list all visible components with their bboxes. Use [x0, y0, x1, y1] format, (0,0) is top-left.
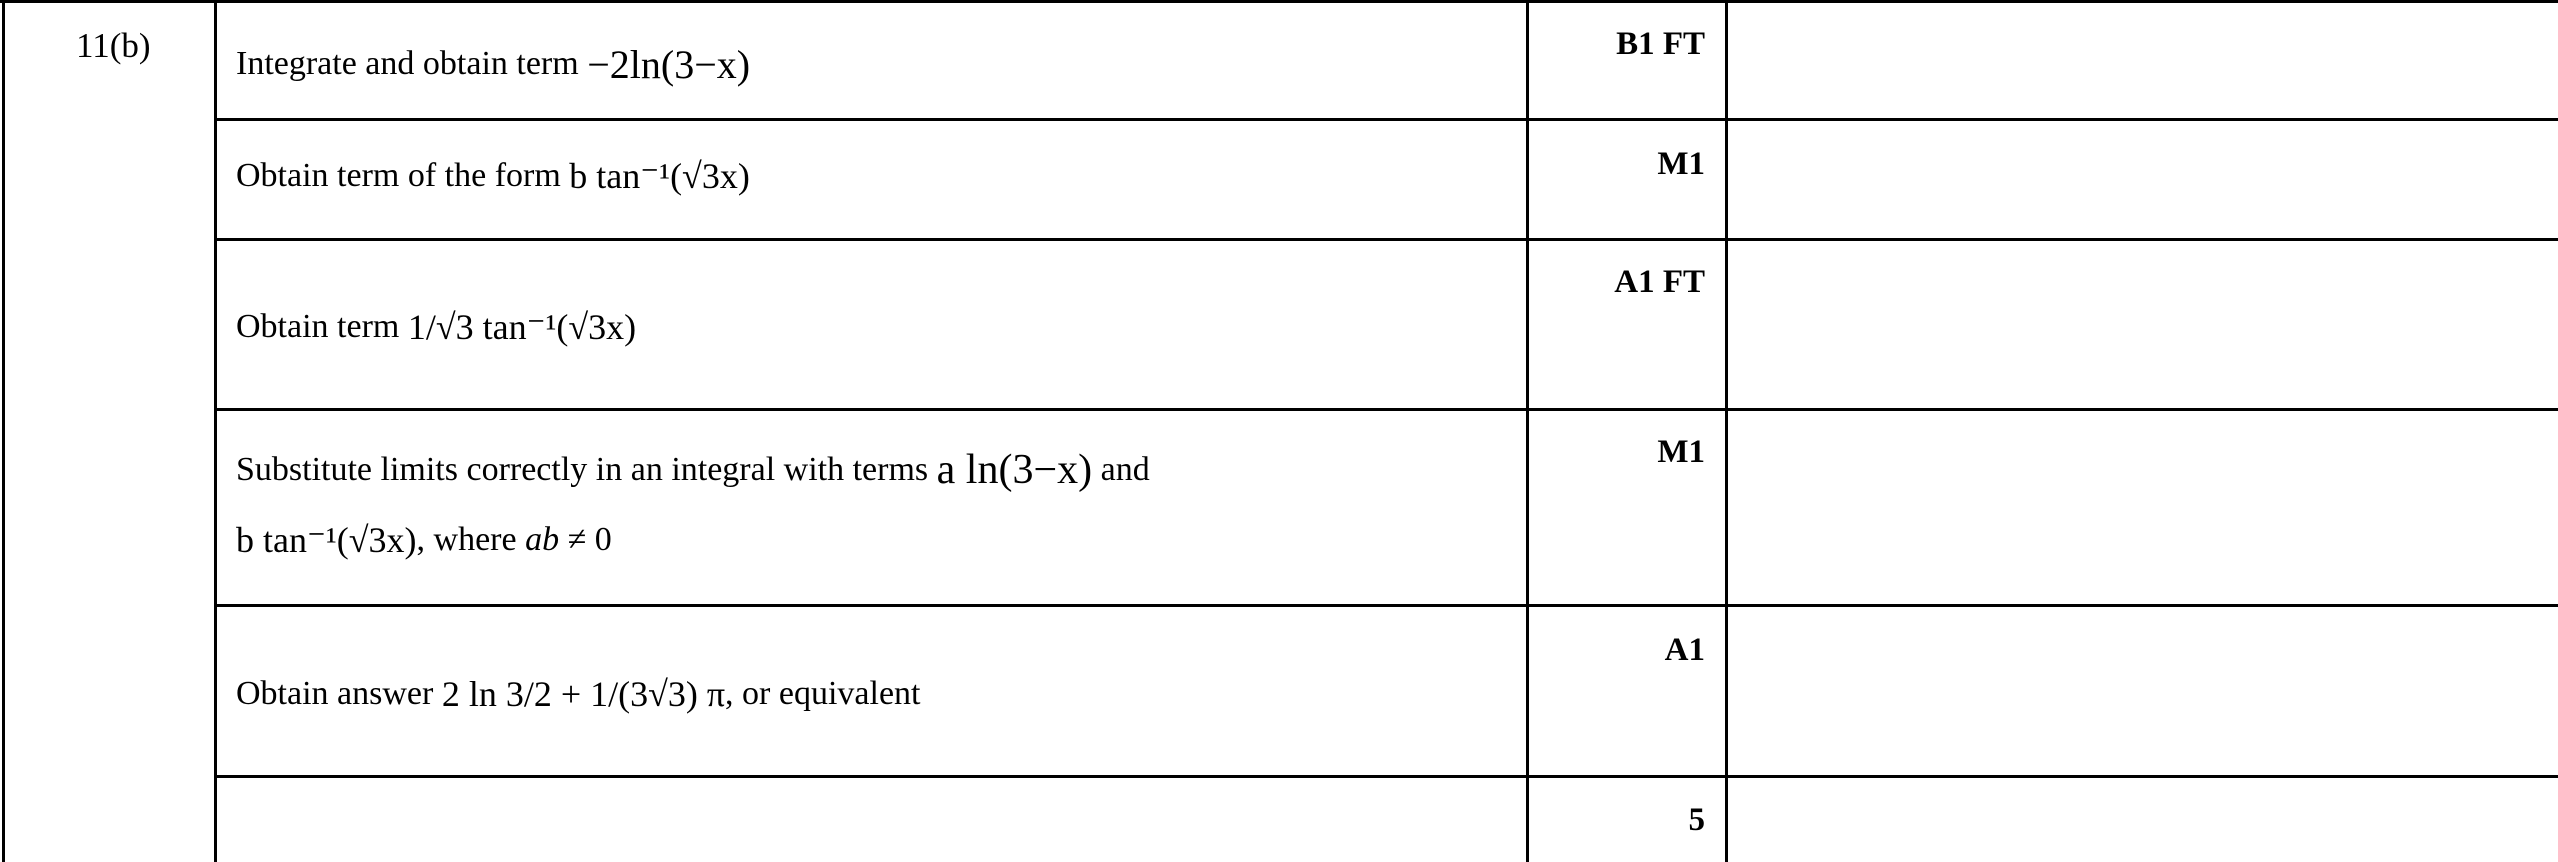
math-expression: 2 ln 3/2 + 1/(3√3) π [441, 674, 726, 714]
answer-row-3: Obtain term 1/√3 tan⁻¹(√3x) [236, 268, 636, 386]
mark-row-5: A1 [1664, 632, 1705, 668]
column-divider-answer [1526, 0, 1529, 862]
question-number: 11(b) [76, 26, 151, 65]
column-divider-marks [1725, 0, 1728, 862]
math-expression: −2ln(3−x) [587, 41, 751, 87]
total-marks: 5 [1688, 802, 1706, 838]
answer-text: Obtain answer [236, 675, 434, 712]
mark-row-4: M1 [1657, 434, 1705, 470]
answer-row-4-line-1: Substitute limits correctly in an integr… [236, 440, 1150, 500]
answer-text: Obtain term [236, 308, 400, 345]
math-ab: ab [525, 521, 560, 558]
math-expression: b tan⁻¹(√3x) [569, 156, 750, 196]
math-expression: a ln(3−x) [936, 447, 1093, 493]
answer-text: , or equivalent [725, 675, 921, 712]
row-divider [214, 238, 2558, 241]
answer-row-2: Obtain term of the form b tan⁻¹(√3x) [236, 146, 750, 206]
mark-row-3: A1 FT [1614, 264, 1705, 300]
column-divider-question [214, 0, 217, 862]
answer-text: Obtain term of the form [236, 157, 561, 194]
answer-row-4-line-2: b tan⁻¹(√3x), where ab ≠ 0 [236, 510, 612, 570]
math-expression: b tan⁻¹(√3x) [236, 520, 417, 560]
row-divider [214, 604, 2558, 607]
answer-row-5: Obtain answer 2 ln 3/2 + 1/(3√3) π, or e… [236, 632, 920, 756]
mark-row-1: B1 FT [1616, 26, 1705, 62]
answer-row-1: Integrate and obtain term −2ln(3−x) [236, 34, 750, 94]
answer-text: Substitute limits correctly in an integr… [236, 451, 929, 488]
table-border-left [2, 0, 5, 862]
row-divider [214, 775, 2558, 778]
row-divider [214, 408, 2558, 411]
answer-text: , where [416, 521, 517, 558]
math-neq: ≠ 0 [567, 521, 612, 558]
row-divider [214, 118, 2558, 121]
math-expression: 1/√3 tan⁻¹(√3x) [407, 307, 637, 347]
mark-row-2: M1 [1657, 146, 1705, 182]
answer-text: and [1100, 451, 1150, 488]
answer-text: Integrate and obtain term [236, 45, 579, 82]
table-border-top [0, 0, 2558, 3]
